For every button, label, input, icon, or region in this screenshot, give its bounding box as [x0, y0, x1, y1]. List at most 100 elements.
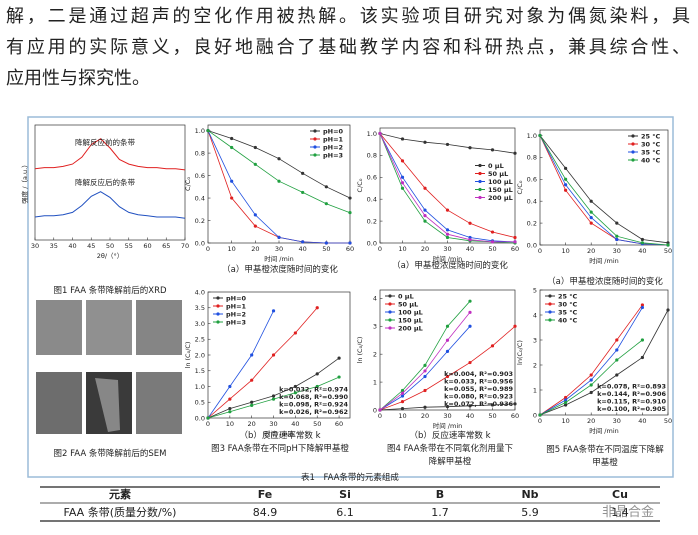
legend-marker [478, 187, 482, 192]
series-line [539, 135, 669, 246]
annotation: k=0.115, R²=0.910 [597, 398, 666, 406]
data-point [564, 166, 568, 170]
x-tick-label: 55 [125, 242, 133, 250]
data-point [324, 202, 328, 206]
legend-label: 100 μL [398, 308, 423, 316]
caption: （a）甲基橙浓度随时间的变化 [547, 276, 663, 287]
y-axis-label: C/C₀ [516, 180, 524, 194]
legend-marker [548, 294, 552, 298]
legend-marker [548, 302, 552, 306]
data-point [513, 151, 517, 155]
series-line [34, 191, 186, 219]
caption: （b）反应速率常数 k [239, 430, 320, 441]
annotation: k=0.144, R²=0.906 [597, 390, 666, 398]
legend-label: pH=1 [323, 135, 344, 143]
x-tick-label: 40 [299, 245, 307, 253]
data-point [271, 309, 276, 313]
y-tick-label: 1.0 [195, 383, 205, 391]
x-axis-label: 2θ/（°） [97, 252, 124, 260]
data-point [445, 324, 450, 328]
data-point [250, 378, 254, 382]
series-line [539, 135, 669, 246]
legend-marker [478, 195, 482, 200]
data-point [277, 179, 281, 183]
data-point [271, 353, 276, 357]
legend-marker [631, 150, 635, 154]
data-point [230, 196, 234, 200]
legend-marker [313, 129, 317, 133]
y-tick-label: 0.0 [195, 239, 205, 247]
series-line [207, 307, 318, 419]
legend-marker [313, 145, 317, 149]
table-header: 元素 [109, 487, 131, 501]
legend-label: pH=0 [226, 294, 247, 302]
data-point [640, 338, 645, 342]
legend-marker [548, 318, 552, 322]
x-tick-label: 50 [488, 245, 496, 253]
data-point [513, 240, 517, 244]
data-point [423, 219, 427, 223]
legend-label: pH=2 [323, 143, 343, 151]
data-point [615, 234, 619, 238]
y-tick-label: 0.6 [527, 176, 537, 184]
data-point [468, 146, 472, 150]
y-tick-label: 2.5 [195, 336, 205, 344]
data-point [348, 241, 352, 245]
table-header: Si [339, 488, 351, 501]
x-tick-label: 0 [378, 412, 382, 420]
x-tick-label: 30 [269, 420, 277, 428]
data-point [400, 175, 405, 179]
x-tick-label: 60 [143, 242, 151, 250]
data-point [445, 208, 450, 212]
data-point [378, 408, 382, 412]
y-tick-label: 0.0 [195, 414, 205, 422]
legend-marker [388, 294, 392, 298]
y-tick-label: 1.0 [527, 132, 537, 140]
data-point [666, 308, 670, 312]
data-point [640, 303, 645, 307]
x-tick-label: 40 [638, 247, 646, 255]
y-axis-label: ln (C₀/C) [356, 337, 364, 364]
x-tick-label: 30 [443, 412, 451, 420]
data-point [513, 324, 517, 328]
data-point [513, 235, 517, 240]
legend-marker [478, 179, 482, 184]
data-point [615, 221, 619, 225]
legend-label: pH=0 [323, 127, 344, 135]
legend-marker [388, 302, 392, 306]
text-line: 应用性与探究性。 [6, 68, 150, 89]
x-tick-label: 30 [31, 242, 39, 250]
legend-marker [313, 137, 317, 141]
legend-marker [216, 320, 220, 324]
x-tick-label: 60 [511, 245, 519, 253]
data-point [513, 402, 517, 406]
legend-marker [388, 318, 392, 322]
data-point [400, 394, 405, 398]
data-point [564, 183, 568, 187]
data-point [277, 235, 281, 239]
data-point [445, 228, 450, 232]
data-point [666, 241, 670, 245]
data-point [538, 413, 542, 417]
legend-marker [313, 153, 317, 157]
data-point [468, 310, 472, 314]
annotation: k=0.055, R²=0.989 [444, 385, 513, 393]
data-point [315, 384, 319, 389]
data-point [271, 397, 276, 401]
x-tick-label: 40 [466, 412, 474, 420]
table-cell: 6.1 [336, 506, 354, 519]
data-point [253, 145, 257, 150]
data-point [277, 157, 281, 161]
data-point [589, 199, 593, 203]
data-point [445, 235, 450, 240]
legend-marker [216, 312, 220, 316]
x-tick-label: 10 [561, 247, 569, 255]
x-tick-label: 40 [638, 417, 646, 425]
data-point [337, 375, 341, 379]
data-point [564, 177, 568, 181]
y-tick-label: 3.0 [195, 320, 205, 328]
data-point [640, 241, 645, 245]
data-point [253, 162, 257, 166]
series-line [539, 135, 669, 244]
